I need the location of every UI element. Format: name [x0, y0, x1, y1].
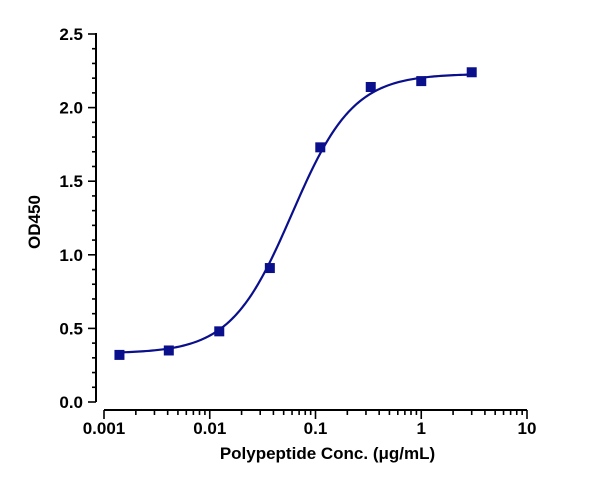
y-axis-ticks: 0.0 0.5 1.0 1.5 2.0 2.5 — [59, 25, 96, 412]
data-point — [416, 76, 427, 87]
data-point — [365, 81, 376, 92]
x-tick-label: 0.001 — [83, 419, 126, 438]
data-points — [114, 67, 477, 360]
x-tick-label: 10 — [518, 419, 537, 438]
data-point — [214, 326, 225, 337]
axes — [95, 33, 527, 411]
x-axis-title: Polypeptide Conc. (μg/mL) — [220, 444, 435, 463]
y-tick-label: 2.5 — [59, 25, 83, 44]
x-tick-label: 0.1 — [304, 419, 328, 438]
data-point — [466, 67, 477, 78]
x-tick-label: 0.01 — [193, 419, 226, 438]
fit-curve — [119, 73, 472, 354]
y-tick-label: 2.0 — [59, 99, 83, 118]
y-tick-label: 0.0 — [59, 393, 83, 412]
data-point — [264, 263, 275, 274]
y-axis-title: OD450 — [25, 195, 44, 249]
y-tick-label: 0.5 — [59, 319, 83, 338]
data-point — [315, 142, 326, 153]
y-tick-label: 1.5 — [59, 172, 83, 191]
x-tick-label: 1 — [417, 419, 426, 438]
data-point — [163, 345, 174, 356]
x-axis-ticks: 0.001 0.01 0.1 1 10 — [83, 410, 537, 438]
y-tick-label: 1.0 — [59, 246, 83, 265]
data-point — [114, 349, 125, 360]
